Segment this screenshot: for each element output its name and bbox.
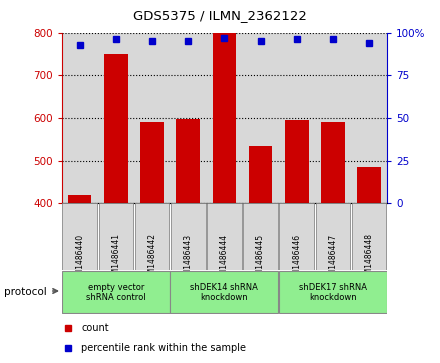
Bar	[357, 167, 381, 203]
Text: GSM1486445: GSM1486445	[256, 233, 265, 285]
Text: count: count	[81, 323, 109, 333]
Text: shDEK14 shRNA
knockdown: shDEK14 shRNA knockdown	[191, 282, 258, 302]
FancyBboxPatch shape	[170, 271, 279, 313]
FancyBboxPatch shape	[352, 203, 386, 270]
Bar	[176, 119, 200, 203]
FancyBboxPatch shape	[135, 203, 169, 270]
Bar	[140, 122, 164, 203]
Bar	[249, 146, 272, 203]
Text: empty vector
shRNA control: empty vector shRNA control	[86, 282, 146, 302]
Text: protocol: protocol	[4, 287, 47, 297]
FancyBboxPatch shape	[62, 203, 97, 270]
Bar	[321, 122, 345, 203]
FancyBboxPatch shape	[99, 203, 133, 270]
Text: GSM1486443: GSM1486443	[184, 233, 193, 285]
Text: GSM1486448: GSM1486448	[365, 233, 374, 285]
FancyBboxPatch shape	[62, 271, 170, 313]
Text: GSM1486442: GSM1486442	[147, 233, 157, 285]
FancyBboxPatch shape	[315, 203, 350, 270]
Text: GSM1486444: GSM1486444	[220, 233, 229, 285]
Text: GSM1486446: GSM1486446	[292, 233, 301, 285]
FancyBboxPatch shape	[279, 203, 314, 270]
Bar	[104, 54, 128, 203]
Bar	[285, 120, 308, 203]
Text: GSM1486440: GSM1486440	[75, 233, 84, 285]
Bar	[213, 33, 236, 203]
Bar	[68, 195, 92, 203]
Text: GSM1486441: GSM1486441	[111, 233, 121, 285]
Text: percentile rank within the sample: percentile rank within the sample	[81, 343, 246, 354]
FancyBboxPatch shape	[279, 271, 387, 313]
Text: GDS5375 / ILMN_2362122: GDS5375 / ILMN_2362122	[133, 9, 307, 22]
Text: GSM1486447: GSM1486447	[328, 233, 337, 285]
FancyBboxPatch shape	[207, 203, 242, 270]
FancyBboxPatch shape	[243, 203, 278, 270]
FancyBboxPatch shape	[171, 203, 205, 270]
Text: shDEK17 shRNA
knockdown: shDEK17 shRNA knockdown	[299, 282, 367, 302]
